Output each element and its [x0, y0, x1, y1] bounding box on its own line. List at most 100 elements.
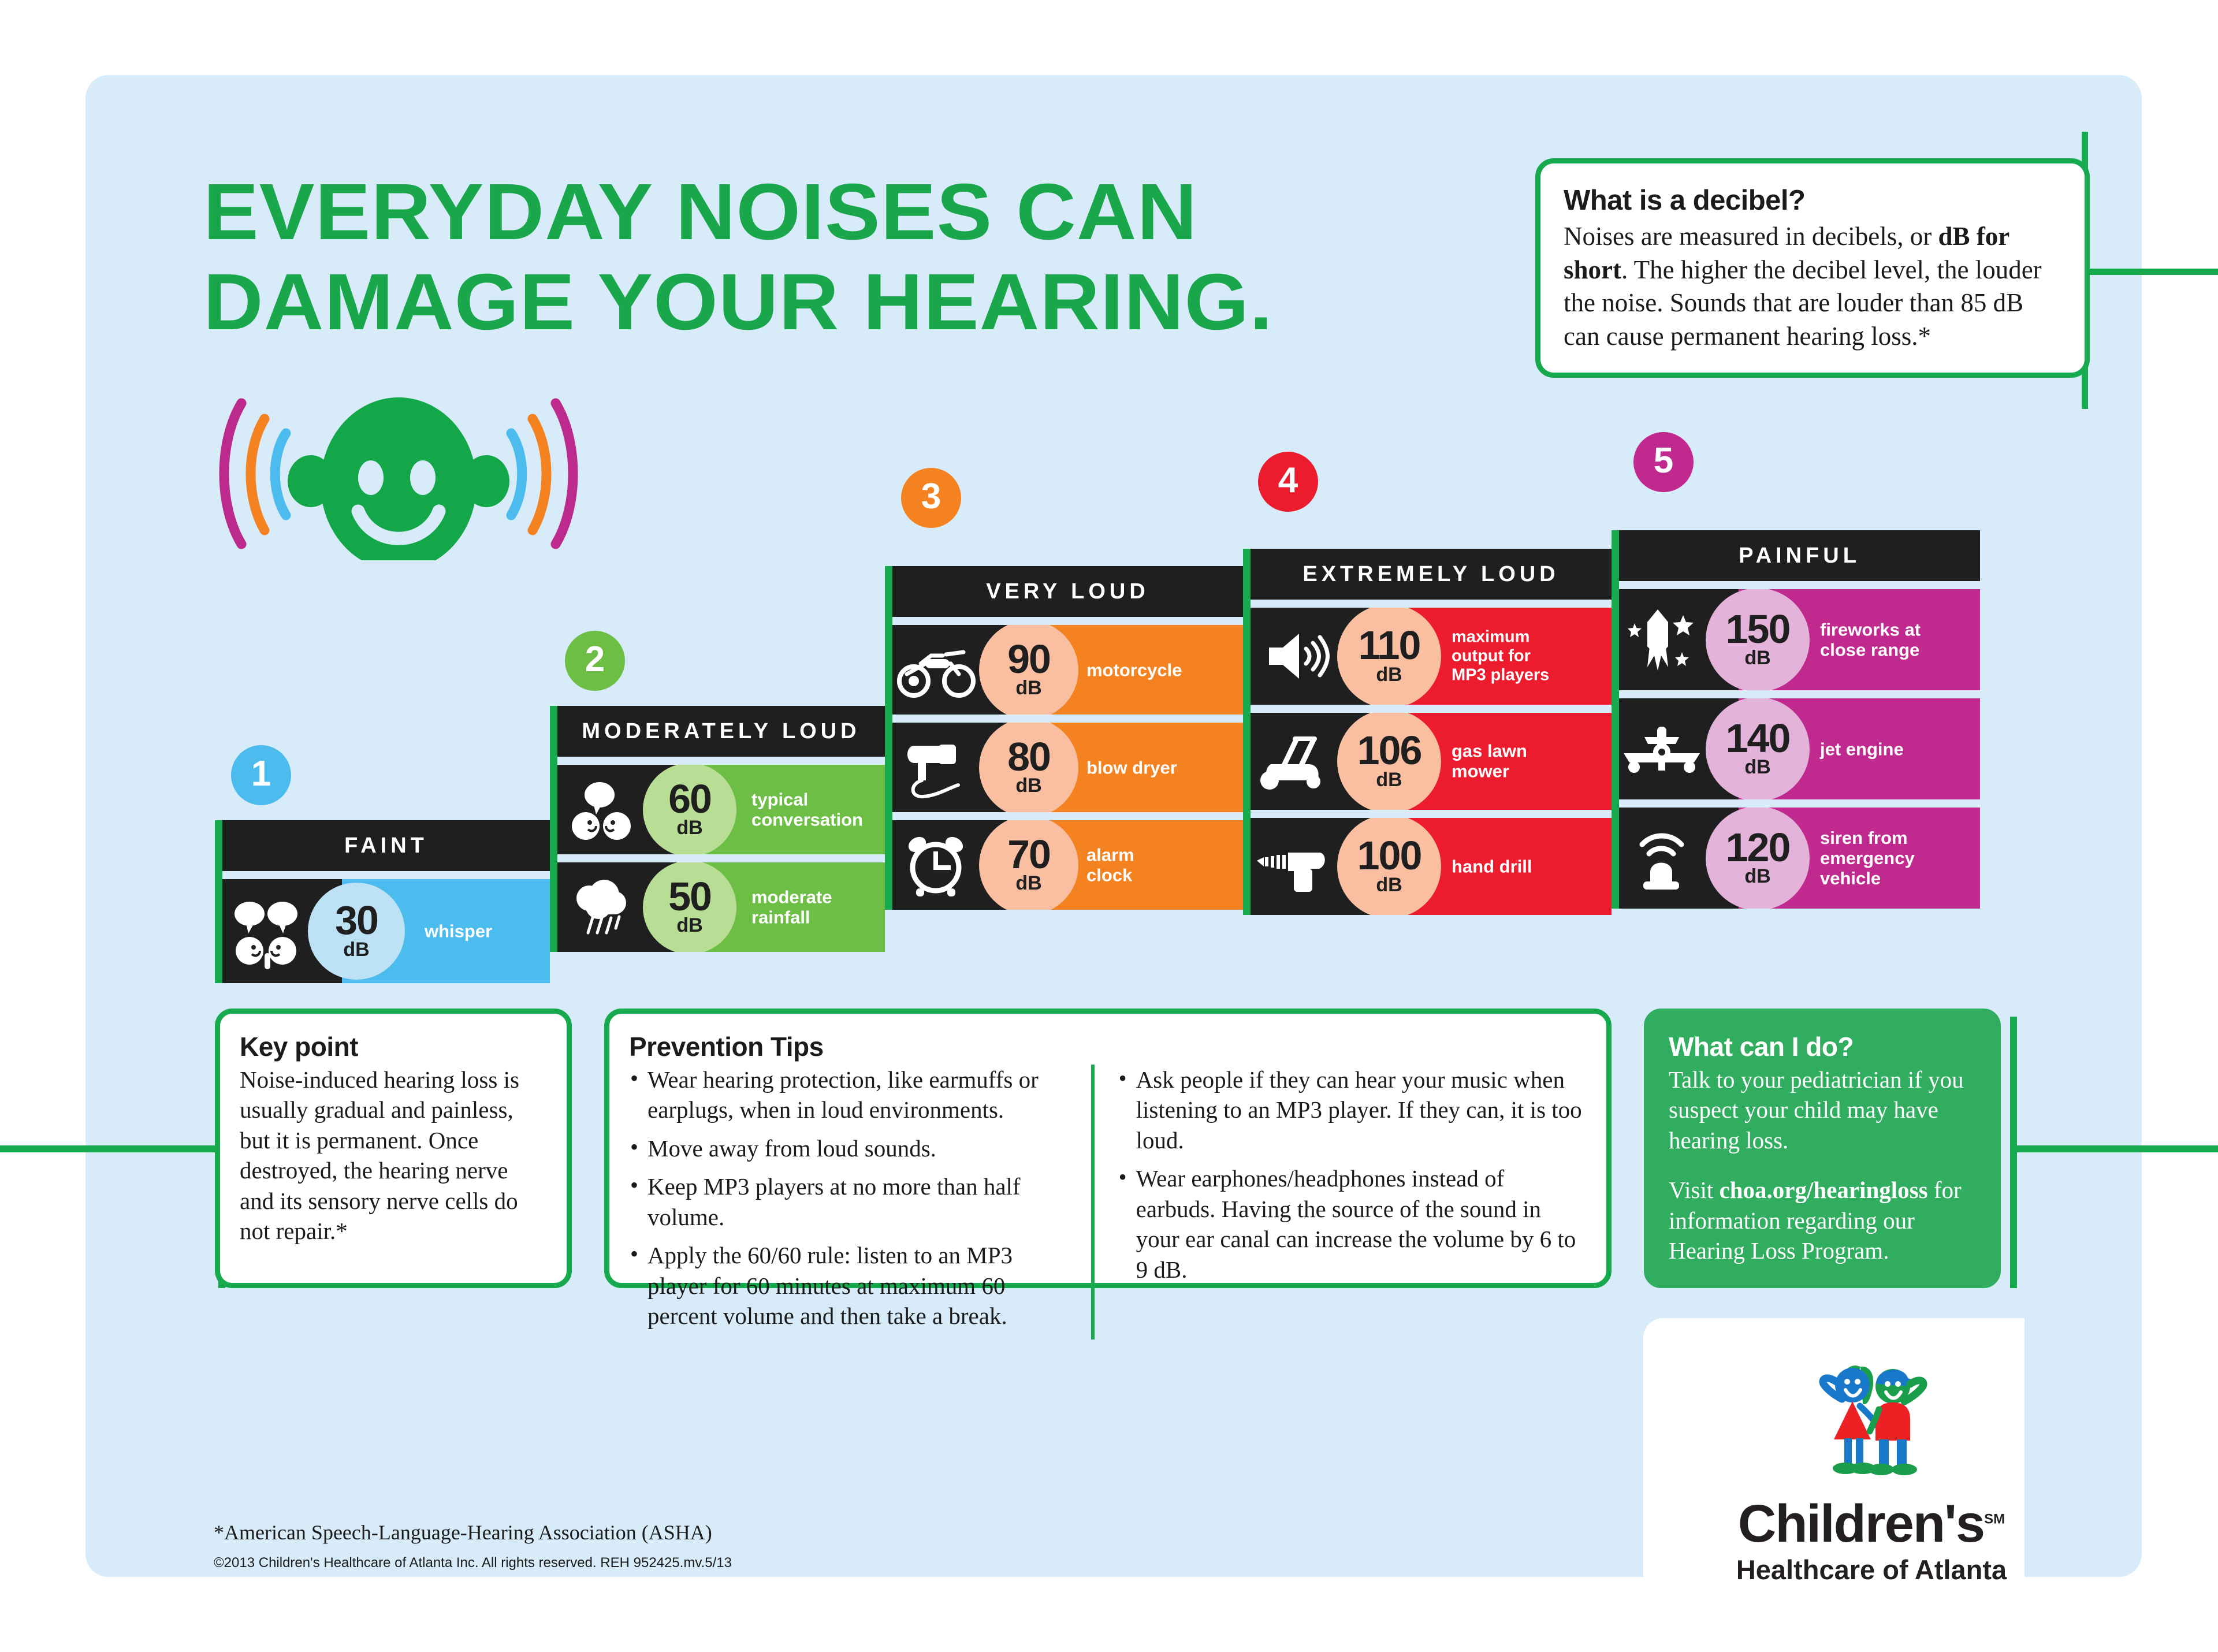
asha-footnote: *American Speech-Language-Hearing Associ…	[214, 1521, 712, 1544]
connector-line-left-bottom	[0, 1145, 225, 1152]
what-can-i-do-para-2: Visit choa.org/hearingloss for informati…	[1669, 1175, 1976, 1266]
db-value: 70	[1007, 831, 1051, 877]
noise-source-label: motorcycle	[1086, 659, 1182, 680]
db-unit: dB	[1744, 647, 1771, 669]
key-point-heading: Key point	[240, 1032, 359, 1062]
db-unit: dB	[1376, 768, 1402, 791]
alarm-clock-icon	[892, 820, 979, 910]
decibel-body-bold: dB for short	[1564, 222, 2009, 284]
noise-source-label: typical conversation	[751, 789, 863, 830]
row-divider	[1251, 600, 1612, 608]
row-divider	[557, 854, 885, 862]
what-can-i-do-para-1: Talk to your pediatrician if you suspect…	[1669, 1066, 1964, 1154]
motorcycle-icon	[892, 625, 979, 715]
step-badge-3-label: 3	[921, 477, 941, 516]
logo-word-text: Children's	[1737, 1494, 1985, 1553]
list-item: Wear earphones/headphones instead of ear…	[1118, 1162, 1587, 1285]
noise-source-label: blow dryer	[1086, 757, 1177, 777]
category-column-painful: PAINFUL 150 dB fireworks at close range	[1612, 530, 1980, 909]
db-bubble: 106 dB	[1337, 713, 1441, 810]
noise-row: 90 dB motorcycle	[892, 625, 1243, 715]
connector-line-vertical-right-bottom	[2010, 1017, 2017, 1288]
two-kids-logo-icon	[1819, 1365, 1927, 1475]
speaker-icon	[1251, 608, 1337, 705]
noise-row: 106 dB gas lawn mower	[1251, 713, 1612, 810]
noise-source-label: gas lawn mower	[1452, 741, 1527, 782]
db-bubble: 70 dB	[979, 820, 1078, 910]
row-divider	[1619, 690, 1980, 698]
visit-suffix: for information regarding our Hearing Lo…	[1669, 1177, 1962, 1264]
noise-row: 30 dB whisper	[222, 879, 550, 983]
row-divider	[892, 715, 1243, 723]
list-item: Keep MP3 players at no more than half vo…	[629, 1170, 1071, 1232]
row-divider	[222, 871, 550, 879]
noise-row: 70 dB alarm clock	[892, 820, 1243, 910]
what-can-i-do-card: What can I do? Talk to your pediatrician…	[1644, 1009, 2001, 1288]
siren-icon	[1619, 808, 1706, 909]
decibel-body-part1: Noises are measured in decibels, or	[1564, 222, 1938, 251]
row-divider	[892, 812, 1243, 820]
step-badge-5-label: 5	[1653, 441, 1674, 481]
db-value: 60	[668, 776, 712, 821]
noise-row: 150 dB fireworks at close range	[1619, 589, 1980, 690]
category-column-very-loud: VERY LOUD 90 dB motorcycl	[885, 566, 1243, 910]
db-value: 50	[668, 873, 712, 919]
row-divider	[1619, 799, 1980, 808]
db-value: 110	[1358, 623, 1421, 668]
firework-icon	[1619, 589, 1706, 690]
logo-wordmark: Children'sSM	[1721, 1497, 2022, 1550]
noise-row: 100 dB hand drill	[1251, 818, 1612, 915]
category-header-very-loud: VERY LOUD	[892, 566, 1243, 617]
hearingloss-link[interactable]: choa.org/hearingloss	[1719, 1177, 1928, 1204]
category-column-moderately-loud: MODERATELY LOUD 60 dB typical conversa	[550, 706, 885, 952]
prevention-tips-right-list: Ask people if they can hear your music w…	[1091, 1063, 1587, 1340]
lawn-mower-icon	[1251, 713, 1337, 810]
db-bubble: 60 dB	[643, 765, 736, 854]
decibel-card-body: Noises are measured in decibels, or dB f…	[1564, 220, 2061, 353]
noise-source-label: hand drill	[1452, 856, 1532, 877]
noise-row: 80 dB blow dryer	[892, 723, 1243, 812]
visit-prefix: Visit	[1669, 1177, 1720, 1204]
db-bubble: 80 dB	[979, 723, 1078, 812]
smiley-head-icon	[219, 397, 578, 571]
list-item: Wear hearing protection, like earmuffs o…	[629, 1063, 1071, 1125]
db-bubble: 120 dB	[1706, 808, 1810, 909]
list-item: Apply the 60/60 rule: listen to an MP3 p…	[629, 1239, 1071, 1331]
prevention-tips-columns: Wear hearing protection, like earmuffs o…	[629, 1063, 1587, 1340]
hand-drill-icon	[1251, 818, 1337, 915]
db-value: 140	[1725, 715, 1791, 761]
rain-cloud-icon	[557, 862, 644, 952]
list-item: Ask people if they can hear your music w…	[1118, 1063, 1587, 1155]
noise-row: 50 dB moderate rainfall	[557, 862, 885, 952]
db-unit: dB	[1376, 663, 1402, 686]
db-value: 120	[1725, 824, 1791, 870]
noise-source-label: maximum output for MP3 players	[1452, 627, 1550, 684]
key-point-card: Key point Noise-induced hearing loss is …	[215, 1009, 572, 1288]
decibel-card-heading: What is a decibel?	[1564, 185, 1806, 216]
row-divider	[1619, 581, 1980, 589]
noise-source-label: whisper	[425, 921, 493, 942]
logo-sm-mark: SM	[1984, 1511, 2005, 1527]
row-divider	[1251, 810, 1612, 818]
db-unit: dB	[1376, 873, 1402, 896]
step-badge-2-label: 2	[585, 639, 605, 679]
key-point-body: Noise-induced hearing loss is usually gr…	[240, 1066, 519, 1245]
row-divider	[1251, 705, 1612, 713]
row-divider	[892, 617, 1243, 625]
noise-row: 60 dB typical conversation	[557, 765, 885, 854]
childrens-healthcare-logo: Children'sSM Healthcare of Atlanta	[1721, 1346, 2022, 1586]
db-bubble: 50 dB	[643, 862, 736, 952]
db-bubble: 150 dB	[1706, 589, 1810, 690]
db-unit: dB	[343, 938, 370, 961]
category-header-painful: PAINFUL	[1619, 530, 1980, 581]
connector-line-right-bottom	[2016, 1145, 2218, 1152]
page-title: EVERYDAY NOISES CAN DAMAGE YOUR HEARING.	[203, 168, 1274, 347]
step-badge-3: 3	[901, 468, 961, 528]
copyright-line: ©2013 Children's Healthcare of Atlanta I…	[214, 1555, 732, 1571]
db-unit: dB	[1015, 872, 1042, 895]
db-value: 90	[1007, 636, 1051, 682]
step-badge-1-label: 1	[251, 754, 271, 794]
db-value: 150	[1725, 606, 1791, 652]
noise-source-label: siren from emergency vehicle	[1820, 827, 1915, 889]
